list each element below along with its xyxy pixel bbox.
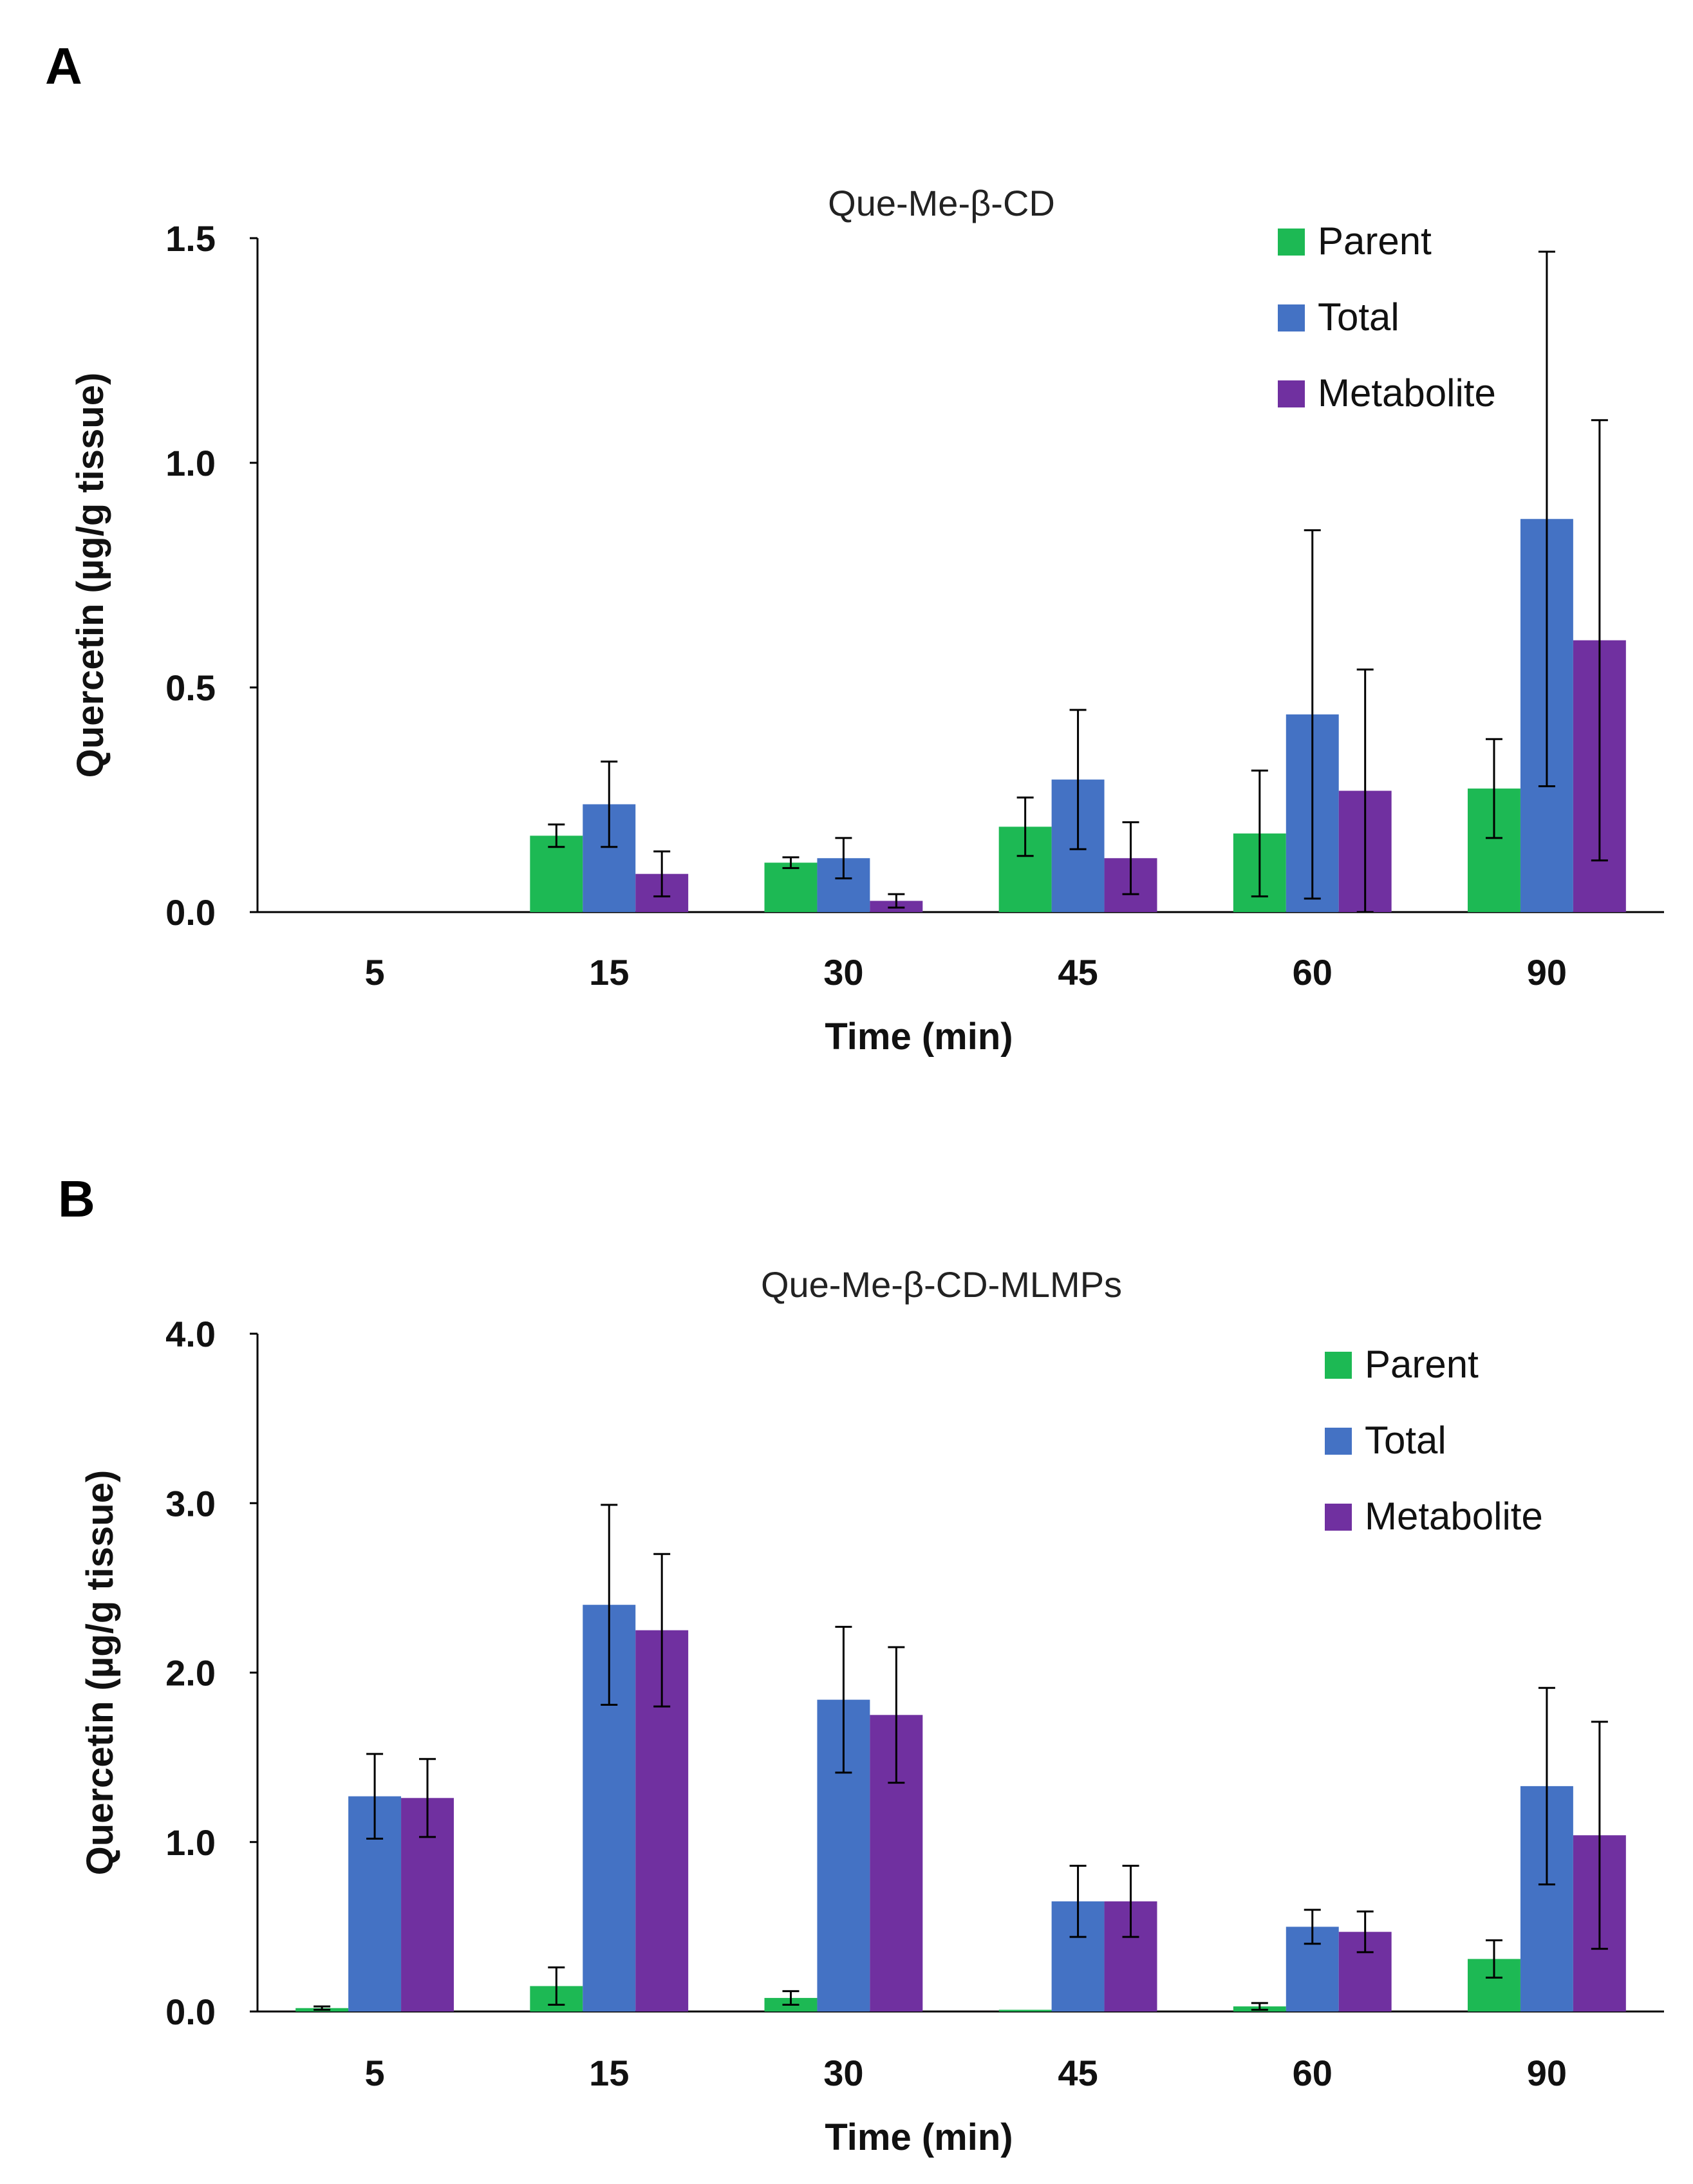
legend-swatch-parent bbox=[1278, 229, 1305, 256]
x-axis-title: Time (min) bbox=[825, 2116, 1013, 2158]
legend-swatch-total bbox=[1325, 1428, 1352, 1455]
x-tick-label: 45 bbox=[1058, 952, 1098, 993]
legend-label-parent: Parent bbox=[1365, 1343, 1479, 1386]
bar-parent-15 bbox=[530, 835, 583, 912]
bar-parent-45 bbox=[998, 2010, 1052, 2011]
x-tick-label: 15 bbox=[589, 2053, 629, 2093]
bar-parent-30 bbox=[764, 863, 818, 912]
y-tick-label: 3.0 bbox=[165, 1483, 216, 1524]
chart-title: Que-Me-β-CD-MLMPs bbox=[761, 1264, 1122, 1305]
x-tick-label: 90 bbox=[1527, 2053, 1567, 2093]
x-tick-label: 30 bbox=[823, 2053, 863, 2093]
x-tick-label: 15 bbox=[589, 952, 629, 993]
y-tick-label: 0.0 bbox=[165, 892, 216, 933]
y-axis-title: Quercetin (µg/g tissue) bbox=[79, 1470, 121, 1876]
legend-swatch-metabolite bbox=[1325, 1504, 1352, 1531]
legend-label-total: Total bbox=[1318, 295, 1399, 339]
chart-title: Que-Me-β-CD bbox=[828, 183, 1055, 223]
panel-letter: A bbox=[45, 37, 82, 95]
x-tick-label: 90 bbox=[1527, 952, 1567, 993]
chart-panel-b: B Que-Me-β-CD-MLMPs 0.0 1.0 2.0 3.0 4.0 5 15 30 45… bbox=[58, 1170, 1664, 2158]
legend-label-metabolite: Metabolite bbox=[1365, 1495, 1543, 1538]
chart-panel-a: A Que-Me-β-CD 0.0 0.5 1.0 1.5 5 15 30 45 60 90 Time … bbox=[45, 37, 1664, 1058]
y-axis-title: Quercetin (µg/g tissue) bbox=[70, 373, 111, 778]
x-tick-label: 30 bbox=[823, 952, 863, 993]
legend-label-total: Total bbox=[1365, 1419, 1446, 1462]
y-tick-label: 4.0 bbox=[165, 1314, 216, 1354]
legend-label-parent: Parent bbox=[1318, 219, 1432, 263]
legend-swatch-parent bbox=[1325, 1352, 1352, 1379]
legend-swatch-metabolite bbox=[1278, 380, 1305, 407]
y-tick-label: 2.0 bbox=[165, 1653, 216, 1694]
panel-letter: B bbox=[58, 1170, 95, 1227]
x-axis-title: Time (min) bbox=[825, 1016, 1013, 1058]
x-tick-label: 60 bbox=[1293, 952, 1333, 993]
x-tick-label: 5 bbox=[365, 952, 385, 993]
legend-swatch-total bbox=[1278, 304, 1305, 331]
x-tick-label: 45 bbox=[1058, 2053, 1098, 2093]
y-tick-label: 0.5 bbox=[165, 667, 216, 708]
x-tick-label: 60 bbox=[1293, 2053, 1333, 2093]
x-tick-label: 5 bbox=[365, 2053, 385, 2093]
y-tick-label: 1.0 bbox=[165, 1822, 216, 1863]
y-tick-label: 1.5 bbox=[165, 218, 216, 259]
y-tick-label: 1.0 bbox=[165, 443, 216, 483]
y-tick-label: 0.0 bbox=[165, 1992, 216, 2032]
legend-label-metabolite: Metabolite bbox=[1318, 371, 1496, 415]
